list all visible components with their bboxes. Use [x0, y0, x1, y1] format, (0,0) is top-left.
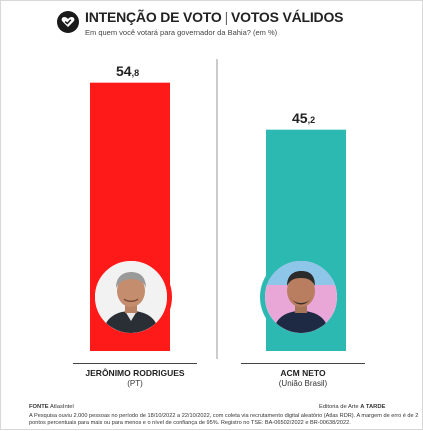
- chart-subtitle: Em quem você votará para governador da B…: [85, 28, 278, 37]
- title-suffix: VOTOS VÁLIDOS: [231, 9, 344, 25]
- value-dec: ,2: [307, 114, 316, 125]
- credit-brand: A TARDE: [360, 404, 386, 410]
- candidate-photo-jeronimo: [90, 256, 172, 338]
- source-label: FONTE: [29, 404, 49, 410]
- credit-text: Editoria de Arte: [319, 404, 359, 410]
- value-dec: ,8: [131, 67, 140, 78]
- candidate-name-jeronimo: JERÔNIMO RODRIGUES: [85, 368, 185, 378]
- value-label-acm-neto: 45,2: [292, 110, 315, 128]
- name-underline-acm-neto: [241, 363, 365, 364]
- chart-title: INTENÇÃO DE VOTO | VOTOS VÁLIDOS: [85, 9, 343, 25]
- credit-line: Editoria de Arte A TARDE: [319, 404, 385, 410]
- source-name: AtlasIntel: [49, 404, 74, 410]
- value-int: 54: [116, 62, 132, 79]
- candidate-party-jeronimo: (PT): [127, 379, 143, 388]
- name-underline-jeronimo: [73, 363, 197, 364]
- value-label-jeronimo: 54,8: [116, 63, 139, 81]
- candidate-party-acm-neto: (União Brasil): [278, 379, 328, 388]
- heart-check-icon: [57, 11, 79, 33]
- candidate-photo-acm-neto: [260, 256, 342, 338]
- title-separator: |: [224, 9, 229, 25]
- value-int: 45: [292, 109, 308, 126]
- methodology-note: A Pesquisa ouviu 2.000 pessoas no períod…: [29, 413, 419, 426]
- source-line: FONTE AtlasIntel: [29, 404, 74, 410]
- candidate-name-acm-neto: ACM NETO: [280, 368, 326, 378]
- title-main: INTENÇÃO DE VOTO: [85, 9, 222, 25]
